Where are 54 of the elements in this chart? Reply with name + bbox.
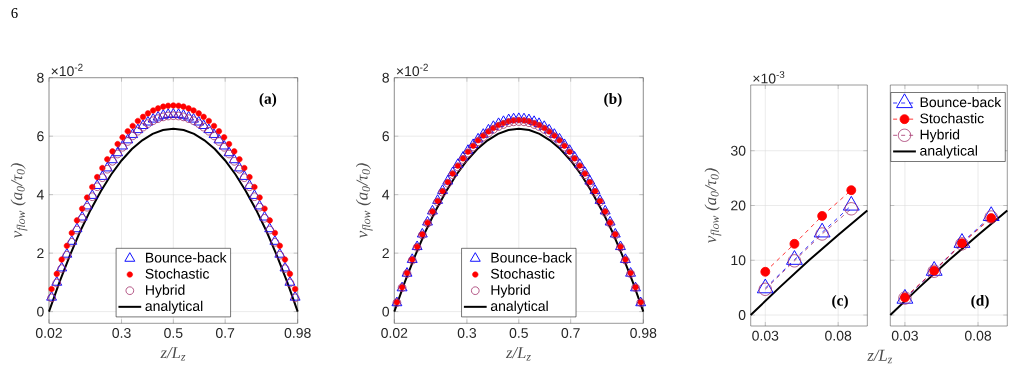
y-tick-label: 6 — [382, 131, 389, 142]
legend-label: Bounce-back — [491, 252, 573, 263]
legend-label: analytical — [490, 300, 548, 314]
x-axis-title: z/L$_{z}$ — [160, 347, 186, 361]
y-tick-label: 4 — [382, 189, 390, 200]
x-tick-label: 0.3 — [112, 328, 131, 338]
y-tick-label: 0 — [37, 306, 44, 317]
legend-label: Stochastic — [490, 268, 555, 279]
text: ×10$^{-2}$ — [396, 63, 428, 77]
y-axis-title: v$_{flow}$ (a$_{0}$/τ$_{0}$) — [355, 163, 373, 238]
x-tick-label: 0.08 — [825, 330, 852, 341]
x-tick-label: 0.02 — [35, 328, 62, 338]
x-tick-label: 0.7 — [561, 328, 580, 338]
x-tick-label: 0.5 — [509, 328, 528, 338]
y-tick-label: 0 — [382, 306, 390, 317]
annotation: (d) — [971, 294, 989, 309]
text: ×10$^{-3}$ — [753, 71, 785, 84]
y-tick-label: 0 — [738, 310, 746, 321]
x-tick-label: 0.98 — [630, 328, 657, 338]
legend-label: Bounce-back — [920, 96, 1002, 108]
legend-label: Stochastic — [145, 268, 210, 279]
x-tick-label: 0.08 — [964, 330, 992, 341]
x-axis-title: z/L$_{z}$ — [505, 347, 531, 361]
x-tick-label: 0.5 — [164, 328, 183, 338]
x-axis-title: z/L$_{z}$ — [867, 349, 893, 364]
annotation: (b) — [604, 93, 622, 108]
x-tick-label: 0.7 — [215, 328, 235, 338]
y-tick-label: 20 — [731, 200, 746, 211]
y-axis-title: v$_{flow}$ (a$_{0}$/τ$_{0}$) — [704, 168, 722, 243]
y-tick-label: 30 — [730, 145, 746, 156]
y-axis-title: v$_{flow}$ (a$_{0}$/τ$_{0}$) — [10, 163, 28, 238]
text: ×10$^{-2}$ — [51, 63, 83, 77]
legend-label: Stochastic — [920, 113, 984, 124]
x-tick-label: 0.03 — [891, 330, 918, 341]
y-tick-label: 8 — [382, 72, 389, 83]
x-tick-label: 0.03 — [752, 330, 779, 341]
y-tick-label: 2 — [382, 248, 389, 259]
annotation: (c) — [832, 294, 848, 309]
x-tick-label: 0.98 — [284, 328, 311, 338]
legend-label: Hybrid — [920, 129, 960, 143]
text: 6 — [11, 8, 18, 18]
legend-label: analytical — [145, 300, 203, 314]
x-tick-label: 0.02 — [381, 328, 408, 338]
y-tick-label: 10 — [731, 255, 746, 266]
annotation: (a) — [259, 93, 277, 108]
y-tick-label: 6 — [37, 131, 44, 142]
y-tick-label: 2 — [37, 248, 44, 259]
y-tick-label: 4 — [36, 189, 44, 200]
legend-label: Hybrid — [146, 284, 185, 298]
y-tick-label: 8 — [37, 72, 44, 83]
legend-label: Hybrid — [491, 284, 530, 298]
legend-label: Bounce-back — [146, 252, 227, 263]
legend-label: analytical — [920, 145, 977, 159]
x-tick-label: 0.3 — [457, 328, 477, 338]
